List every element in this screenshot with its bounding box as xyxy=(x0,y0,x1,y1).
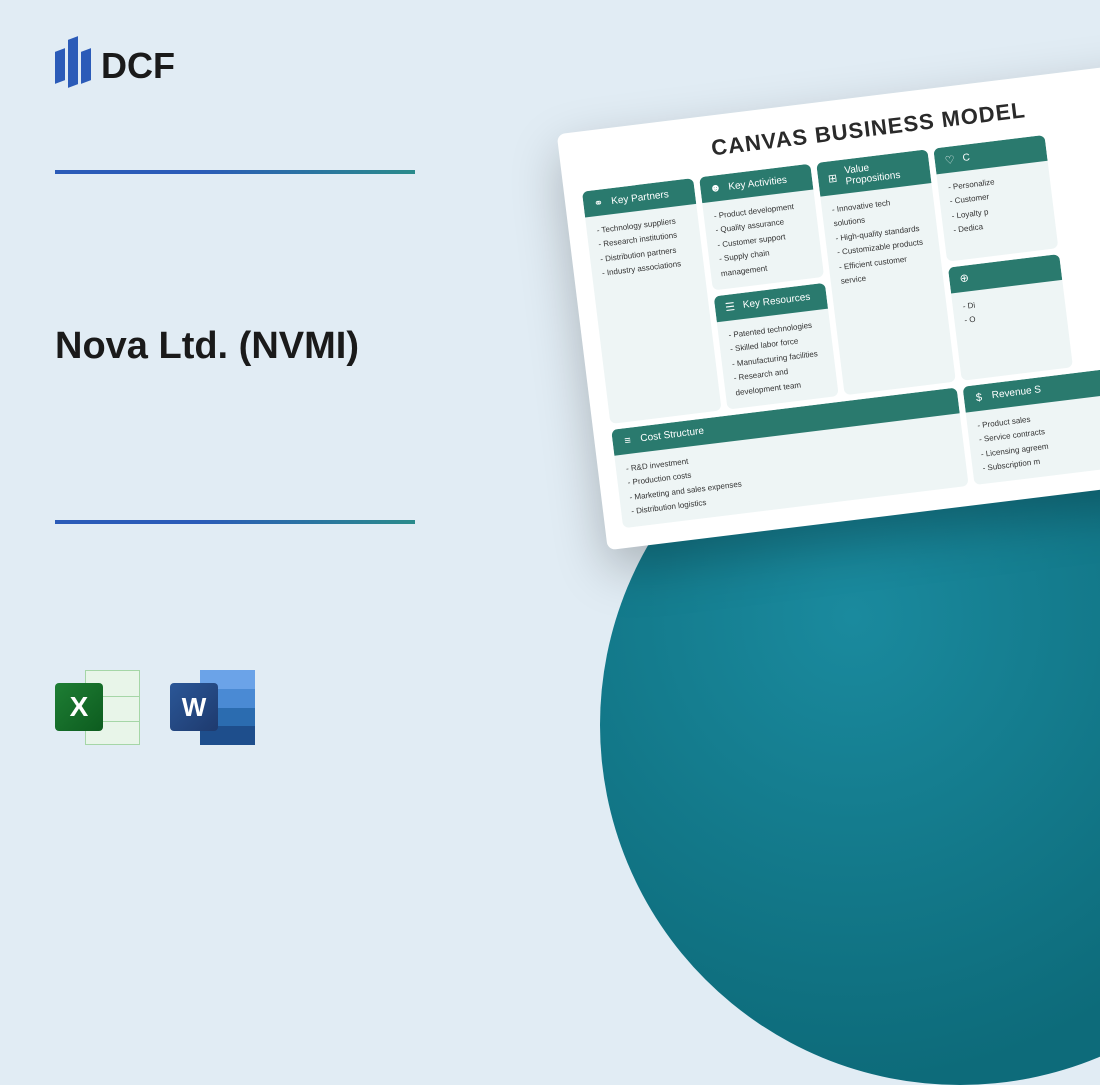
block-body: Patented technologies Skilled labor forc… xyxy=(717,309,839,410)
link-icon: ⚭ xyxy=(591,195,607,211)
sliders-icon: ≡ xyxy=(620,433,636,449)
block-key-partners: ⚭Key Partners Technology suppliers Resea… xyxy=(582,178,722,424)
block-body: Product development Quality assurance Cu… xyxy=(702,189,824,290)
block-channels: ⊕ Di O xyxy=(948,254,1073,381)
block-label: C xyxy=(962,152,971,164)
block-body: Innovative tech solutions High-quality s… xyxy=(820,183,944,298)
block-label: Key Partners xyxy=(611,189,670,207)
excel-badge-letter: X xyxy=(55,683,103,731)
block-body: Technology suppliers Research institutio… xyxy=(585,204,705,291)
canvas-card: CANVAS BUSINESS MODEL ⚭Key Partners Tech… xyxy=(557,59,1100,551)
block-key-resources: ☰Key Resources Patented technologies Ski… xyxy=(714,283,839,410)
block-label: Cost Structure xyxy=(640,426,705,445)
logo-bars-icon xyxy=(55,46,91,86)
person-icon: ☻ xyxy=(708,181,724,197)
block-value-propositions: ⊞ Value Propositions Innovative tech solu… xyxy=(816,149,956,395)
divider-top xyxy=(55,170,415,174)
word-badge-letter: W xyxy=(170,683,218,731)
word-icon: W xyxy=(170,665,255,750)
money-icon: $ xyxy=(971,390,987,406)
logo: DCF xyxy=(55,45,175,87)
page-title: Nova Ltd. (NVMI) xyxy=(55,325,359,368)
block-body: Personalize Customer Loyalty p Dedica xyxy=(936,161,1056,248)
page-container: DCF Nova Ltd. (NVMI) X W CANVAS BUSINESS… xyxy=(0,0,1100,805)
heart-icon: ♡ xyxy=(942,152,958,168)
excel-icon: X xyxy=(55,665,140,750)
truck-icon: ⊕ xyxy=(957,271,973,287)
block-label: Key Resources xyxy=(742,292,811,311)
app-icons-row: X W xyxy=(55,665,255,750)
block-customer-relations: ♡ C Personalize Customer Loyalty p Dedica xyxy=(933,135,1058,262)
logo-text: DCF xyxy=(101,45,175,87)
database-icon: ☰ xyxy=(722,300,738,316)
block-label: Key Activities xyxy=(728,174,788,192)
block-label: Value Propositions xyxy=(844,156,923,187)
canvas-grid: ⚭Key Partners Technology suppliers Resea… xyxy=(582,121,1100,529)
block-key-activities: ☻Key Activities Product development Qual… xyxy=(699,164,824,291)
block-label: Revenue S xyxy=(991,385,1041,402)
grid-icon: ⊞ xyxy=(825,170,840,185)
divider-bottom xyxy=(55,520,415,524)
